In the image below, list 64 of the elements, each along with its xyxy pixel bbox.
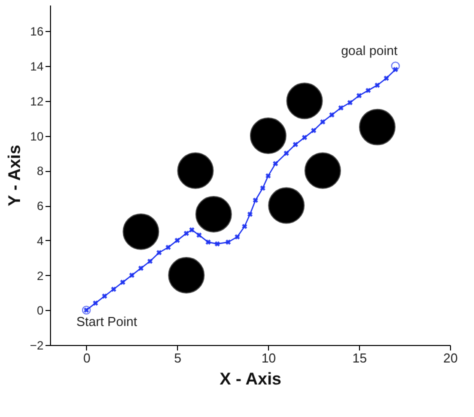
point <box>147 258 153 264</box>
y-tick-label: 16 <box>30 24 44 39</box>
y-axis-title: Y - Axis <box>4 144 24 206</box>
y-tick-label: 0 <box>36 304 44 318</box>
point <box>286 82 323 120</box>
point <box>177 152 214 189</box>
point <box>304 152 341 189</box>
point <box>214 241 220 246</box>
point <box>102 294 108 299</box>
point <box>366 88 371 94</box>
point <box>260 185 266 191</box>
point <box>122 213 160 250</box>
y-tick-label: −2 <box>30 338 44 352</box>
annotation: Start Point <box>76 314 138 330</box>
point <box>384 76 389 81</box>
point <box>120 280 126 285</box>
y-tick-label: 6 <box>36 199 44 214</box>
point <box>268 187 305 224</box>
point <box>252 198 258 203</box>
point <box>189 227 194 233</box>
point <box>284 150 289 156</box>
point <box>92 300 98 306</box>
point <box>168 257 205 294</box>
point <box>374 82 380 88</box>
point <box>138 266 144 271</box>
x-tick-label: 20 <box>443 350 458 366</box>
point <box>196 232 202 238</box>
y-tick-label: 12 <box>30 94 44 108</box>
y-tick-label: 14 <box>30 60 44 74</box>
point <box>156 250 162 256</box>
point <box>272 161 278 166</box>
point <box>184 230 189 236</box>
point <box>329 112 334 118</box>
point <box>242 224 248 230</box>
point <box>311 128 316 134</box>
point <box>266 173 271 178</box>
point <box>195 196 232 232</box>
annotation: goal point <box>341 43 398 58</box>
point <box>347 100 353 106</box>
x-tick-label: 5 <box>174 350 182 366</box>
y-tick-label: 8 <box>36 164 44 178</box>
point <box>320 119 326 124</box>
x-axis-title: X - Axis <box>220 370 282 388</box>
point <box>391 62 400 70</box>
point <box>338 105 344 110</box>
y-tick-label: 2 <box>36 268 44 283</box>
x-tick-label: 0 <box>83 350 90 366</box>
point <box>302 134 308 140</box>
point <box>356 93 362 98</box>
point <box>247 212 253 217</box>
point <box>129 272 134 278</box>
point <box>234 234 240 240</box>
y-tick-label: 10 <box>30 129 44 144</box>
point <box>206 240 211 245</box>
point <box>292 142 298 148</box>
x-tick-label: 10 <box>261 350 276 366</box>
point <box>111 286 116 292</box>
point <box>174 238 180 244</box>
point <box>359 108 396 146</box>
point <box>250 118 286 154</box>
x-tick-label: 15 <box>352 350 367 366</box>
point <box>166 244 171 250</box>
y-tick-label: 4 <box>36 234 44 248</box>
point <box>226 240 231 245</box>
